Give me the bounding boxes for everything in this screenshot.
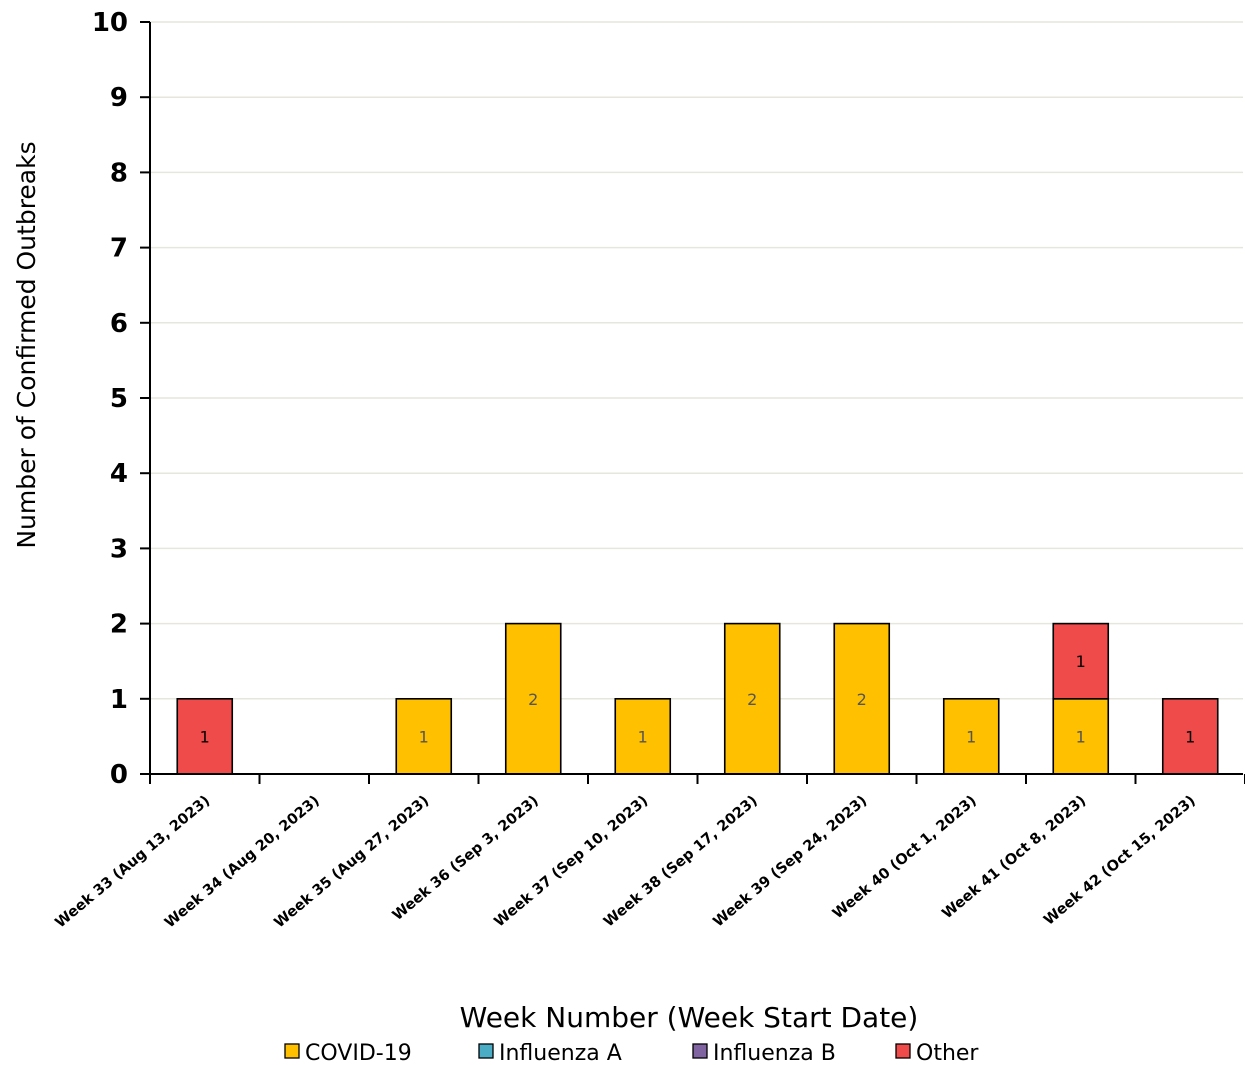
bar-segment: [395, 697, 453, 775]
bar-segment: [833, 622, 891, 775]
data-label: 1: [638, 727, 648, 746]
y-tick-label: 2: [110, 610, 128, 640]
data-label: 1: [419, 727, 429, 746]
bar-segment: [1052, 622, 1110, 700]
data-label: 1: [1185, 727, 1195, 746]
x-axis-title: Week Number (Week Start Date): [460, 1001, 919, 1034]
y-tick-label: 6: [110, 309, 128, 339]
y-tick-label: 8: [110, 158, 128, 188]
legend-swatch: [478, 1043, 494, 1059]
y-tick-label: 0: [110, 760, 128, 790]
bar-segment: [942, 697, 1000, 775]
y-tick-label: 3: [110, 534, 128, 564]
legend-swatch: [284, 1043, 300, 1059]
gridlines: [150, 21, 1243, 700]
bar-segment: [723, 622, 781, 775]
data-label: 2: [528, 690, 538, 709]
legend-entry: Other: [916, 1041, 979, 1065]
y-tick-label: 4: [110, 459, 128, 489]
y-tick-labels: 0 1 2 3 4 5 6 7 8 9 10: [92, 8, 128, 790]
legend-entry: Influenza B: [713, 1041, 836, 1065]
y-tick-label: 10: [92, 8, 128, 38]
data-label: 1: [966, 727, 976, 746]
data-label: 1: [200, 727, 210, 746]
x-tick-labels: Week 33 (Aug 13, 2023)Week 34 (Aug 20, 2…: [53, 793, 1199, 931]
y-axis-title: Number of Confirmed Outbreaks: [12, 141, 41, 548]
bar-segment: [614, 697, 672, 775]
y-tick-label: 7: [110, 234, 128, 264]
y-tick-label: 1: [110, 685, 128, 715]
y-tick-label: 5: [110, 384, 128, 414]
bar-segment: [176, 697, 234, 775]
data-label: 1: [1076, 727, 1086, 746]
legend-entry: Influenza A: [499, 1041, 622, 1065]
data-label: 1: [1076, 652, 1086, 671]
legend-swatch: [692, 1043, 708, 1059]
bar-segment: [504, 622, 562, 775]
data-label: 2: [747, 690, 757, 709]
legend-swatch: [895, 1043, 911, 1059]
y-tick-label: 9: [110, 83, 128, 113]
bars: 1 1 2 1 2 2 1 1 1 1: [176, 622, 1219, 775]
legend: COVID-19 Influenza A Influenza B Other: [284, 1041, 979, 1065]
data-label: 2: [857, 690, 867, 709]
axes: [140, 21, 1245, 784]
legend-entry: COVID-19: [305, 1041, 412, 1065]
